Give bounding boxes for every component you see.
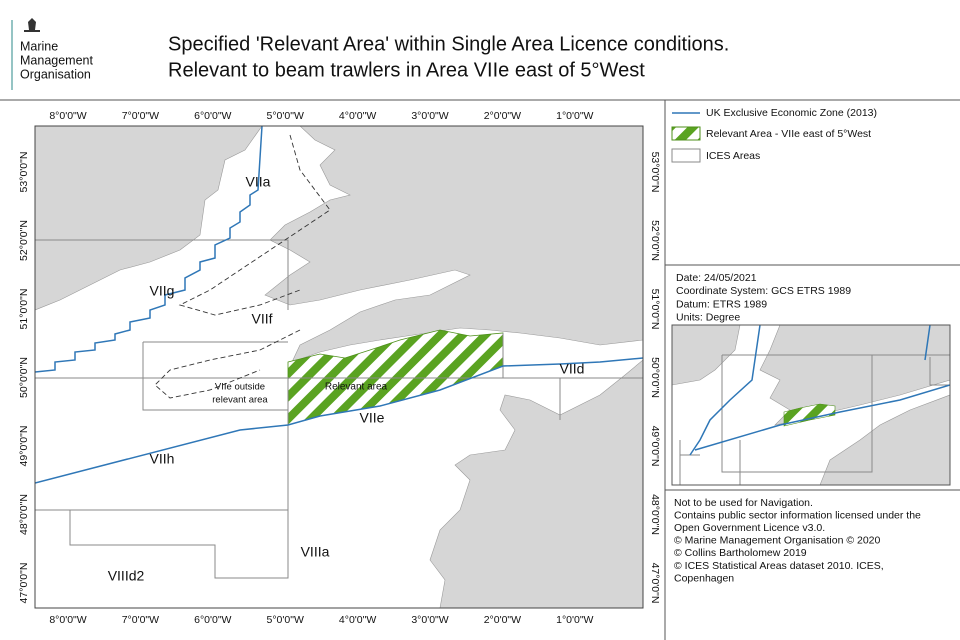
map-frame xyxy=(34,125,644,609)
great-britain xyxy=(264,126,643,363)
area-label: relevant area xyxy=(212,395,268,406)
inset-frame xyxy=(671,324,951,486)
latitude-label: 51°0'0"N xyxy=(649,289,661,330)
longitude-label: 7°0'0"W xyxy=(122,110,159,122)
latitude-label: 50°0'0"N xyxy=(18,357,30,398)
ireland xyxy=(35,126,263,311)
latitude-label: 53°0'0"N xyxy=(649,152,661,193)
logo-text: Marine xyxy=(20,39,58,53)
note-line: Contains public sector information licen… xyxy=(674,509,921,521)
longitude-label: 4°0'0"W xyxy=(339,614,376,626)
title: Specified 'Relevant Area' within Single … xyxy=(168,33,729,55)
latitude-label: 49°0'0"N xyxy=(649,426,661,467)
area-label: VIIe xyxy=(360,410,385,426)
longitude-label: 2°0'0"W xyxy=(484,614,521,626)
latitude-label: 47°0'0"N xyxy=(649,563,661,604)
area-label: VIIg xyxy=(150,283,175,299)
longitude-label: 5°0'0"W xyxy=(267,110,304,122)
latitude-label: 52°0'0"N xyxy=(649,220,661,261)
latitude-label: 47°0'0"N xyxy=(18,563,30,604)
longitude-label: 6°0'0"W xyxy=(194,614,231,626)
title: Relevant to beam trawlers in Area VIIe e… xyxy=(168,59,645,81)
latitude-label: 48°0'0"N xyxy=(18,494,30,535)
logo: Marine Management Organisation xyxy=(20,18,93,81)
metadata-line: Units: Degree xyxy=(676,312,740,324)
longitude-label: 2°0'0"W xyxy=(484,110,521,122)
longitude-label: 6°0'0"W xyxy=(194,110,231,122)
area-label: VIIa xyxy=(246,174,271,190)
note-line: © Marine Management Organisation © 2020 xyxy=(674,535,880,547)
legend-label: UK Exclusive Economic Zone (2013) xyxy=(706,107,877,119)
latitude-label: 51°0'0"N xyxy=(18,289,30,330)
note-line: © Collins Bartholomew 2019 xyxy=(674,547,807,559)
limit-line xyxy=(154,134,331,399)
longitude-label: 1°0'0"W xyxy=(556,110,593,122)
note-line: Not to be used for Navigation. xyxy=(674,497,813,509)
legend-swatch xyxy=(671,126,701,141)
longitude-label: 3°0'0"W xyxy=(411,614,448,626)
logo-text: Organisation xyxy=(20,67,91,81)
latitude-label: 49°0'0"N xyxy=(18,426,30,467)
legend-swatch xyxy=(671,148,701,163)
longitude-label: 1°0'0"W xyxy=(556,614,593,626)
ices-boundary xyxy=(35,239,643,579)
metadata-line: Date: 24/05/2021 xyxy=(676,272,757,284)
area-label: VIIe outside xyxy=(215,382,265,393)
legend-label: Relevant Area - VIIe east of 5°West xyxy=(706,128,871,140)
latitude-label: 53°0'0"N xyxy=(18,152,30,193)
longitude-label: 4°0'0"W xyxy=(339,110,376,122)
longitude-label: 8°0'0"W xyxy=(49,110,86,122)
area-label: VIId xyxy=(560,361,585,377)
eez-line xyxy=(35,126,643,484)
notes: Not to be used for Navigation.Contains p… xyxy=(674,497,921,585)
logo-text: Management xyxy=(20,53,93,67)
longitude-label: 8°0'0"W xyxy=(49,614,86,626)
note-line: © ICES Statistical Areas dataset 2010. I… xyxy=(674,560,884,572)
longitude-label: 5°0'0"W xyxy=(267,614,304,626)
latitude-label: 52°0'0"N xyxy=(18,220,30,261)
latitude-label: 50°0'0"N xyxy=(649,357,661,398)
longitude-label: 7°0'0"W xyxy=(122,614,159,626)
note-line: Copenhagen xyxy=(674,572,734,584)
inset-map xyxy=(672,325,950,485)
area-label: VIIh xyxy=(150,451,175,467)
metadata-line: Datum: ETRS 1989 xyxy=(676,298,767,310)
longitude-label: 3°0'0"W xyxy=(411,110,448,122)
main-map xyxy=(35,126,643,608)
area-label: VIIf xyxy=(251,311,272,327)
coordinate-labels: 8°0'0"W 8°0'0"W 7°0'0"W 7°0'0"W 6°0'0"W 6°0'0… xyxy=(18,110,661,626)
area-label: VIIIa xyxy=(301,544,330,560)
metadata-line: Coordinate System: GCS ETRS 1989 xyxy=(676,285,851,297)
note-line: Open Government Licence v3.0. xyxy=(674,522,825,534)
area-label: Relevant area xyxy=(325,382,388,393)
latitude-label: 48°0'0"N xyxy=(649,494,661,535)
legend-label: ICES Areas xyxy=(706,150,760,162)
area-label: VIIId2 xyxy=(108,568,145,584)
